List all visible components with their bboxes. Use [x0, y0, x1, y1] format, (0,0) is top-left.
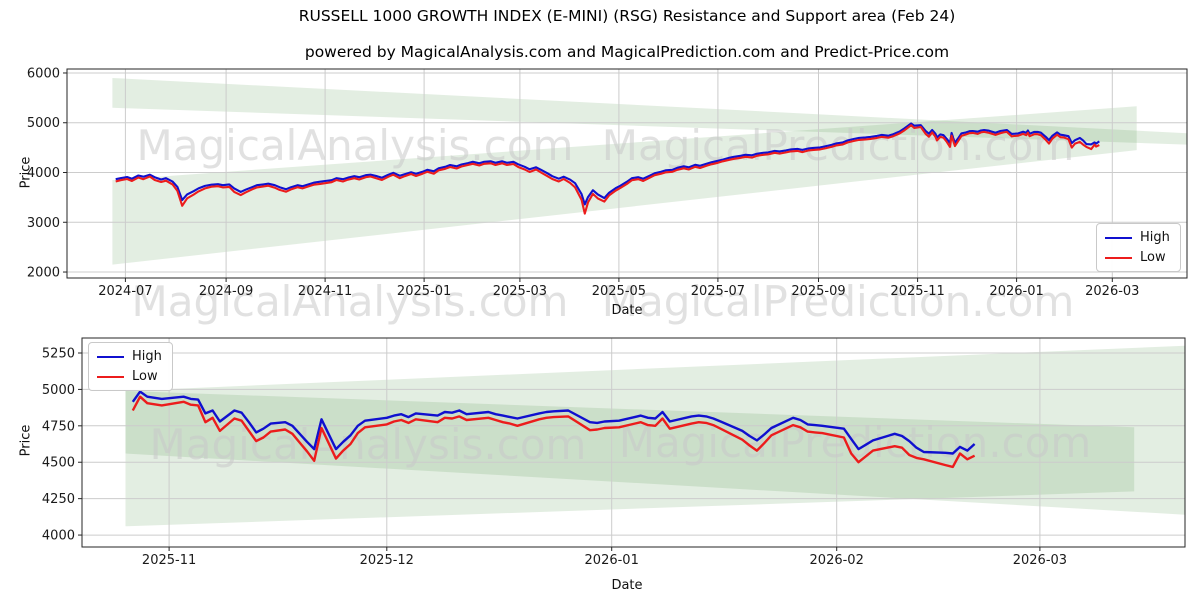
high-line [115, 122, 1100, 206]
x-tick-label: 2025-11 [142, 553, 196, 568]
watermark-text: MagicalPrediction.com [602, 277, 1075, 326]
legend-entry-high: High [97, 348, 162, 365]
x-tick-label: 2024-07 [98, 284, 152, 299]
resistance-cone-area [125, 345, 1185, 515]
bottom-chart-foreground: 2025-11 2025-12 2026-01 2026-02 2026-03 4000 4… [42, 337, 1186, 568]
y-tick-label: 4000 [27, 166, 60, 181]
y-tick-label: 5000 [27, 116, 60, 131]
x-axis-label-bottom: Date [611, 578, 643, 593]
x-tick-label: 2025-01 [397, 284, 451, 299]
x-tick-label: 2024-11 [298, 284, 352, 299]
top-chart-background [67, 69, 1187, 278]
x-tick-label: 2026-03 [1085, 284, 1139, 299]
legend-top-chart: High Low [1096, 223, 1181, 272]
bottom-chart-background [82, 338, 1185, 547]
y-tick-label: 6000 [27, 66, 60, 81]
y-tick-label: 4250 [42, 492, 75, 507]
y-axis-label-top: Price [18, 156, 34, 189]
page-subtitle: powered by MagicalAnalysis.com and Magic… [304, 43, 950, 61]
plot-border [66, 68, 1188, 279]
x-tick-label: 2025-09 [791, 284, 845, 299]
x-tick-label: 2026-03 [1013, 553, 1067, 568]
x-axis-label-top: Date [611, 303, 643, 318]
y-tick-label: 4500 [42, 456, 75, 471]
legend-entry-low: Low [97, 368, 162, 385]
legend-bottom-chart: High Low [88, 342, 173, 391]
y-tick-label: 2000 [27, 266, 60, 281]
x-tick-label: 2026-02 [810, 553, 864, 568]
x-tick-label: 2024-09 [199, 284, 253, 299]
x-tick-label: 2026-01 [989, 284, 1043, 299]
high-line [131, 390, 976, 455]
low-line [131, 395, 976, 469]
x-tick-label: 2025-05 [592, 284, 646, 299]
x-tick-label: 2025-03 [493, 284, 547, 299]
low-line-swatch [97, 375, 124, 378]
legend-entry-high: High [1105, 229, 1170, 246]
x-tick-label: 2025-07 [691, 284, 745, 299]
high-line-swatch [97, 355, 124, 358]
x-tick-label: 2026-01 [585, 553, 639, 568]
x-tick-label: 2025-11 [890, 284, 944, 299]
watermark-text: MagicalAnalysis.com [132, 277, 569, 326]
top-chart-foreground: 2024-07 2024-09 2024-11 2025-01 2025-03 2025-… [27, 66, 1188, 299]
y-tick-label: 5250 [42, 347, 75, 362]
x-tick-label: 2025-12 [360, 553, 414, 568]
low-line [115, 124, 1100, 215]
y-tick-label: 3000 [27, 216, 60, 231]
legend-label-high: High [132, 349, 162, 364]
low-line-swatch [1105, 256, 1132, 259]
legend-entry-low: Low [1105, 249, 1170, 266]
y-axis-label-bottom: Price [18, 424, 34, 457]
y-tick-label: 4750 [42, 419, 75, 434]
legend-label-low: Low [132, 369, 158, 384]
legend-label-high: High [1140, 230, 1170, 245]
y-tick-label: 5000 [42, 383, 75, 398]
page-title: RUSSELL 1000 GROWTH INDEX (E-MINI) (RSG)… [298, 7, 956, 25]
legend-label-low: Low [1140, 250, 1166, 265]
high-line-swatch [1105, 236, 1132, 239]
y-tick-label: 4000 [42, 529, 75, 544]
plot-border [81, 337, 1186, 548]
